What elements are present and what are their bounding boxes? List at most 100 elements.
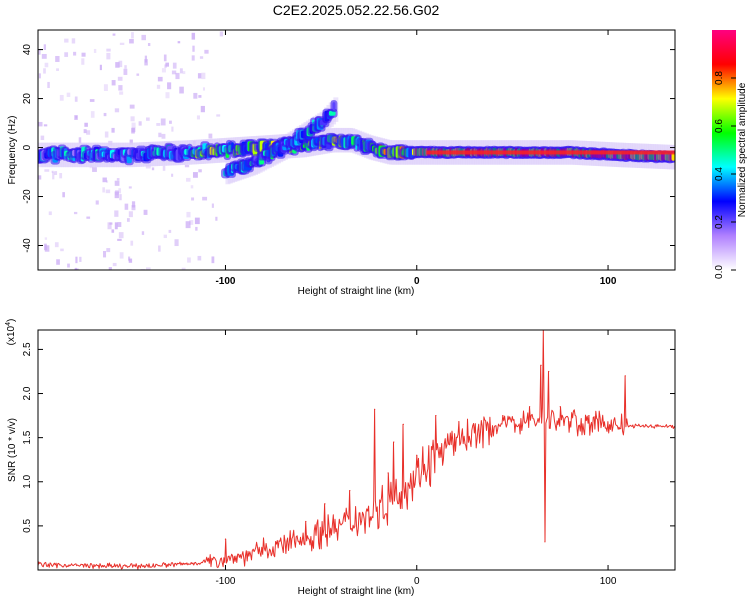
spectrogram-speckle [60,248,64,252]
spectrogram-speckle [202,87,205,91]
spectrogram-speckle [126,218,130,222]
spectrogram-speckle [199,56,204,59]
spectrogram-speckle [81,58,85,65]
snr-ylabel: SNR (10 * v/v) [7,418,18,482]
snr-ytick-label: 2.5 [22,342,33,356]
spectrogram-speckle [185,221,191,229]
spectrogram-xlabel: Height of straight line (km) [298,286,415,297]
spectrogram-speckle [128,258,133,263]
spectrogram-speckle [128,186,132,189]
spectrogram-speckle [181,267,186,270]
spectrogram-speckle [55,55,60,62]
spectrogram-xtick-label: 100 [600,276,617,287]
spectrogram-speckle [195,226,198,231]
spectrogram-speckle [171,70,177,75]
spectrogram-speckle [44,245,50,252]
colorbar-ticks: 0.0 0.2 0.4 0.6 0.8 [714,71,736,279]
snr-spike-point [529,406,531,408]
spectrogram-speckle [64,52,69,57]
spectrogram-speckle [124,65,127,69]
spectrogram-speckle [201,72,206,80]
snr-ytick-label: 0.5 [22,518,33,532]
spectrogram-speckle [175,72,180,80]
spectrogram-xtick-label: 0 [414,276,420,287]
spectrogram-speckle [74,267,77,270]
spectrogram-speckle [146,267,151,270]
snr-ytick-label: 1.5 [22,430,33,444]
spectrogram-speckle [179,86,184,94]
spectrogram-speckle [165,62,170,67]
spectrogram-speckle [191,32,196,40]
spectrogram-xtick-label: -100 [215,276,235,287]
spectrogram-speckle [47,81,50,89]
spectrogram-speckle [78,137,82,144]
spectrogram-speckle [44,237,48,240]
spectrogram-speckle [131,201,136,208]
spectrogram-speckle [66,92,71,97]
snr-xtick-label: -100 [215,576,235,587]
snr-spike-point [573,410,575,412]
spectrogram-speckle [119,194,122,201]
spectrogram-speckle [103,112,107,117]
spectrogram-cell [671,152,675,161]
spectrogram-speckle [171,173,174,177]
spectrogram-speckle [131,32,134,39]
snr-spike-point [324,503,326,505]
snr-spike-point [548,370,550,373]
snr-spike-point [435,414,437,417]
spectrogram-speckle [111,80,116,86]
spectrogram-speckle [115,62,120,68]
colorbar: 0.0 0.2 0.4 0.6 0.8 Normalized spectral ampl… [712,30,748,279]
spectrogram-speckle [169,120,172,124]
snr-line [38,330,675,570]
spectrogram-speckle [143,209,148,215]
spectrogram-speckle [44,169,50,172]
spectrogram-speckle [41,53,47,59]
spectrogram-speckle [144,55,148,63]
colorbar-tick-label: 0.2 [714,215,725,229]
spectrogram-speckle [145,164,151,169]
spectrogram-speckle [202,196,208,201]
spectrogram-speckle [211,256,215,264]
spectrogram-speckle [147,43,151,47]
spectrogram-speckle [54,242,59,248]
spectrogram-speckle [189,220,194,225]
spectrogram-speckle [73,211,78,215]
spectrogram-speckle [119,91,124,95]
colorbar-tick-label: 0.0 [714,265,725,279]
snr-spike-point [402,423,404,426]
colorbar-gradient [712,30,736,270]
spectrogram-speckle [124,203,129,210]
spectrogram-speckle [79,256,82,262]
spectrogram-speckle [167,82,172,90]
spectrogram-speckle [86,216,91,219]
spectrogram-speckle [219,31,224,37]
spectrogram-speckle [172,62,177,69]
spectrogram-ytick-label: 0 [22,144,33,150]
spectrogram-speckle [111,229,115,233]
spectrogram-speckle [197,73,202,79]
spectrogram-speckle [182,71,186,75]
spectrogram-speckle [40,135,45,141]
spectrogram-speckle [162,165,166,171]
spectrogram-speckle [105,189,111,194]
spectrogram-speckle [114,191,119,199]
spectrogram-speckle [138,121,142,126]
spectrogram-speckle [197,255,202,261]
spectrogram-speckle [107,222,112,230]
snr-spike-point [387,472,389,474]
spectrogram-cell [332,102,336,111]
spectrogram-speckle [118,85,123,91]
spectrogram-speckle [192,45,195,52]
spectrogram-speckle [99,64,102,71]
snr-frame [37,329,676,571]
snr-series-line [38,330,675,570]
spectrogram-speckle [38,73,41,79]
spectrogram-speckle [56,68,59,71]
spectrogram-ytick-label: -40 [22,238,33,253]
spectrogram-speckle [161,133,166,139]
spectrogram-speckle [59,94,64,101]
spectrogram-speckle [108,267,112,270]
spectrogram-speckle [105,180,109,183]
spectrogram-speckle [174,239,179,247]
